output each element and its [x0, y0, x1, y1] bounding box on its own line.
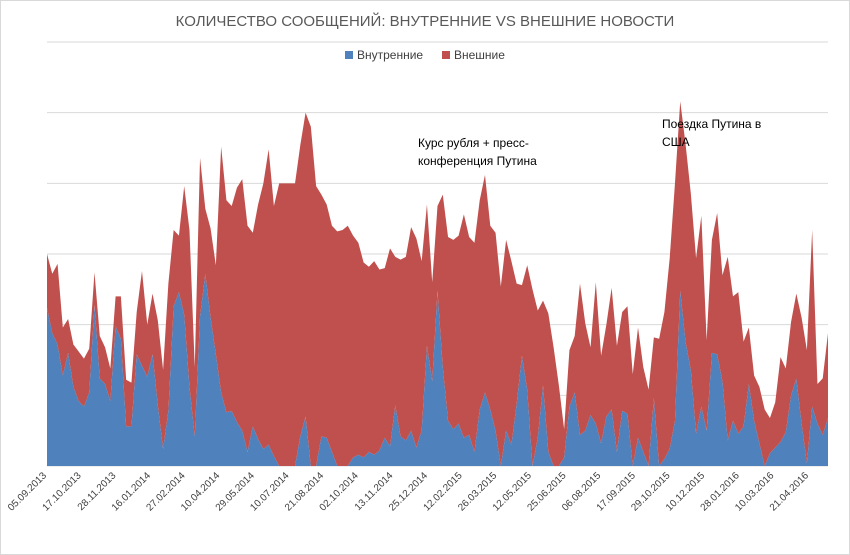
annotation-line: США	[662, 135, 690, 149]
legend-label-external: Внешние	[454, 48, 505, 62]
area-series-internal	[47, 273, 828, 466]
legend: Внутренние Внешние	[345, 48, 505, 62]
annotations: Курс рубля + пресс-конференция Путина Пое…	[418, 117, 761, 168]
legend-swatch-external	[442, 51, 450, 59]
legend-swatch-internal	[345, 51, 353, 59]
area-series-external	[47, 101, 828, 467]
chart-title: КОЛИЧЕСТВО СООБЩЕНИЙ: ВНУТРЕННИЕ VS ВНЕШ…	[176, 12, 675, 30]
annotation-line: конференция Путина	[418, 154, 537, 168]
annotation-line: Курс рубля + пресс-	[418, 136, 529, 150]
legend-label-internal: Внутренние	[357, 48, 423, 62]
plot-areas	[47, 101, 828, 467]
annotation-line: Поездка Путина в	[662, 117, 761, 131]
